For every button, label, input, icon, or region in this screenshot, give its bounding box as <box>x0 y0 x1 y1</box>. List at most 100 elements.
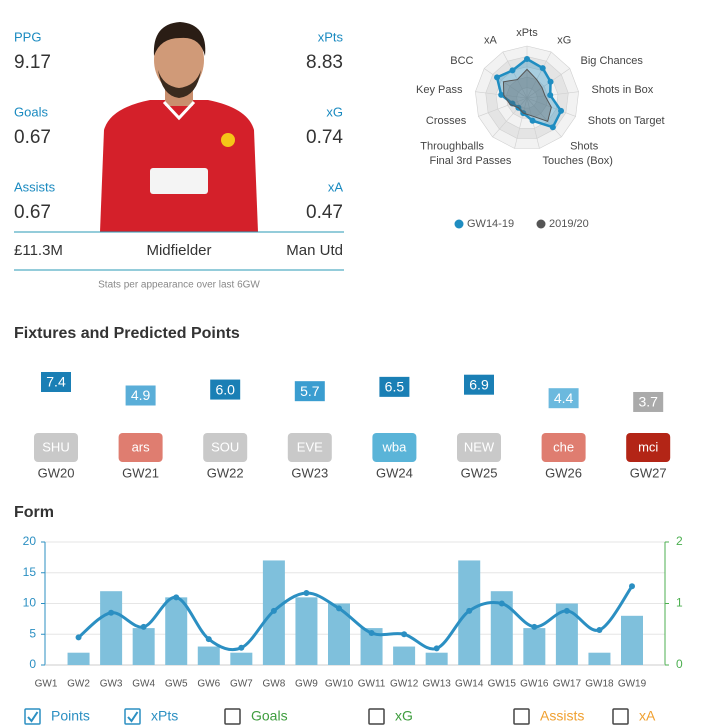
stat-label: PPG <box>14 29 41 44</box>
opponent-badge[interactable] <box>118 433 163 462</box>
radar-spoke <box>526 51 552 99</box>
opponent-label[interactable]: che <box>553 439 574 454</box>
bar <box>165 597 188 665</box>
prediction-label: 6.5 <box>385 379 405 395</box>
toggle-label[interactable]: xPts <box>151 708 178 724</box>
opponent-badge[interactable] <box>372 433 417 462</box>
line-point <box>433 645 440 652</box>
opponent-label[interactable]: SHU <box>42 439 69 454</box>
checkbox[interactable] <box>124 708 141 725</box>
toggle-label[interactable]: Goals <box>251 708 288 724</box>
radar-axis-label: xPts <box>516 27 538 39</box>
x-tick-label: GW8 <box>262 679 285 690</box>
opponent-label[interactable]: EVE <box>297 439 323 454</box>
bar <box>67 652 90 665</box>
checkbox[interactable] <box>612 708 629 725</box>
gameweek-label: GW26 <box>545 465 582 480</box>
y-tick-label: 0 <box>29 657 36 671</box>
toggle-label[interactable]: xA <box>639 708 656 724</box>
x-tick-label: GW4 <box>132 679 155 690</box>
toggle-label[interactable]: xG <box>395 708 413 724</box>
line <box>77 585 634 652</box>
y2-tick-label: 0 <box>676 657 683 671</box>
opponent-label[interactable]: ars <box>132 439 151 454</box>
stat-label: xG <box>326 104 343 119</box>
opponent-badge[interactable] <box>626 433 671 462</box>
radar-point <box>529 117 536 124</box>
prediction-box <box>633 391 664 412</box>
gameweek-label: GW24 <box>376 465 413 480</box>
position: Midfielder <box>146 242 211 259</box>
line-point <box>140 623 147 630</box>
opponent-badge[interactable] <box>287 433 332 462</box>
prediction-label: 7.4 <box>46 374 66 390</box>
radar-axis-label: Shots on Target <box>588 115 665 127</box>
toggle-label[interactable]: Points <box>51 708 90 724</box>
opponent-badge[interactable] <box>541 433 586 462</box>
line-point <box>336 605 342 612</box>
x-tick-label: GW5 <box>165 679 188 690</box>
toggle-label[interactable]: Assists <box>540 708 584 724</box>
bar <box>588 652 611 665</box>
checkbox[interactable] <box>224 708 241 725</box>
stat-label: xA <box>328 179 344 194</box>
checkmark[interactable] <box>27 711 39 723</box>
radar-area <box>502 68 552 123</box>
radar-spoke <box>526 97 562 138</box>
price: £11.3M <box>14 242 63 259</box>
opponent-label[interactable]: NEW <box>464 439 495 454</box>
x-tick-label: GW17 <box>553 679 582 690</box>
opponent-label[interactable]: mci <box>638 439 658 454</box>
line-point <box>531 623 538 630</box>
checkmark[interactable] <box>127 711 139 723</box>
opponent-badge[interactable] <box>34 433 78 462</box>
checkbox[interactable] <box>513 708 530 725</box>
bar <box>132 628 155 665</box>
radar-point <box>509 67 516 74</box>
section-title: Form <box>14 504 54 521</box>
radar-point <box>524 56 530 62</box>
radar-spoke <box>502 51 528 99</box>
gameweek-label: GW23 <box>291 465 328 480</box>
prediction-box <box>125 385 156 406</box>
radar-point <box>558 107 565 114</box>
bar <box>621 615 643 665</box>
checkbox[interactable] <box>24 708 41 725</box>
radar-point <box>547 92 554 99</box>
stat-value: 0.67 <box>14 127 51 148</box>
opponent-badge[interactable] <box>203 433 248 462</box>
opponent-label[interactable]: SOU <box>211 439 239 454</box>
radar-axis-label: BCC <box>450 55 473 67</box>
checkbox[interactable] <box>368 708 385 725</box>
stat-label: Goals <box>14 104 48 119</box>
radar-axis-label: Key Pass <box>416 84 463 96</box>
prediction-label: 6.0 <box>215 381 235 397</box>
opponent-badge[interactable] <box>457 433 501 462</box>
radar-spoke <box>478 97 528 117</box>
line-point <box>596 626 603 633</box>
radar-point <box>494 74 501 81</box>
x-tick-label: GW13 <box>422 679 451 690</box>
prediction-box <box>41 372 71 392</box>
prediction-label: 4.9 <box>131 387 151 403</box>
line-point <box>498 600 505 607</box>
radar-point <box>498 91 505 98</box>
bar <box>393 646 416 665</box>
stat-value: 0.47 <box>306 202 343 223</box>
radar-axis-label: Throughballs <box>420 141 484 153</box>
prediction-label: 4.4 <box>554 390 574 406</box>
stat-value: 9.17 <box>14 52 51 73</box>
opponent-label[interactable]: wba <box>381 439 407 454</box>
stat-value: 0.74 <box>306 127 343 148</box>
radar-axis-label: Shots in Box <box>592 84 654 96</box>
x-tick-label: GW15 <box>488 679 517 690</box>
prediction-box <box>379 376 410 397</box>
x-tick-label: GW19 <box>618 679 647 690</box>
line-point <box>303 590 310 597</box>
line-point <box>75 634 82 641</box>
prediction-box <box>548 388 579 409</box>
bar <box>490 591 513 665</box>
x-tick-label: GW2 <box>67 679 90 690</box>
gameweek-label: GW22 <box>207 465 244 480</box>
line-point <box>401 631 408 638</box>
